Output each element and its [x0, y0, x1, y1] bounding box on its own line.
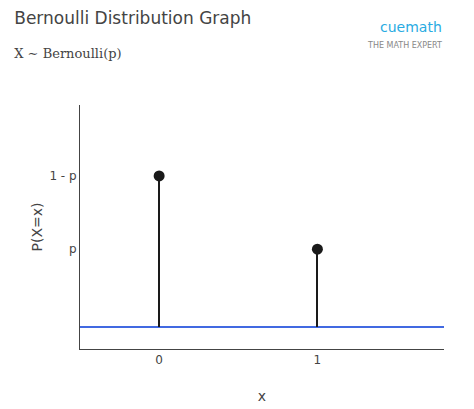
svg-text:0: 0: [155, 353, 163, 367]
svg-text:x: x: [258, 388, 266, 404]
svg-text:1 - p: 1 - p: [49, 169, 76, 183]
svg-text:1: 1: [314, 353, 322, 367]
svg-text:THE MATH EXPERT: THE MATH EXPERT: [367, 41, 442, 50]
svg-text:X ∼ Bernoulli(p): X ∼ Bernoulli(p): [14, 46, 121, 61]
svg-text:Bernoulli Distribution Graph: Bernoulli Distribution Graph: [14, 8, 251, 28]
svg-text:cuemath: cuemath: [380, 19, 442, 35]
svg-text:P(X=x): P(X=x): [29, 203, 45, 252]
svg-text:p: p: [69, 242, 77, 256]
